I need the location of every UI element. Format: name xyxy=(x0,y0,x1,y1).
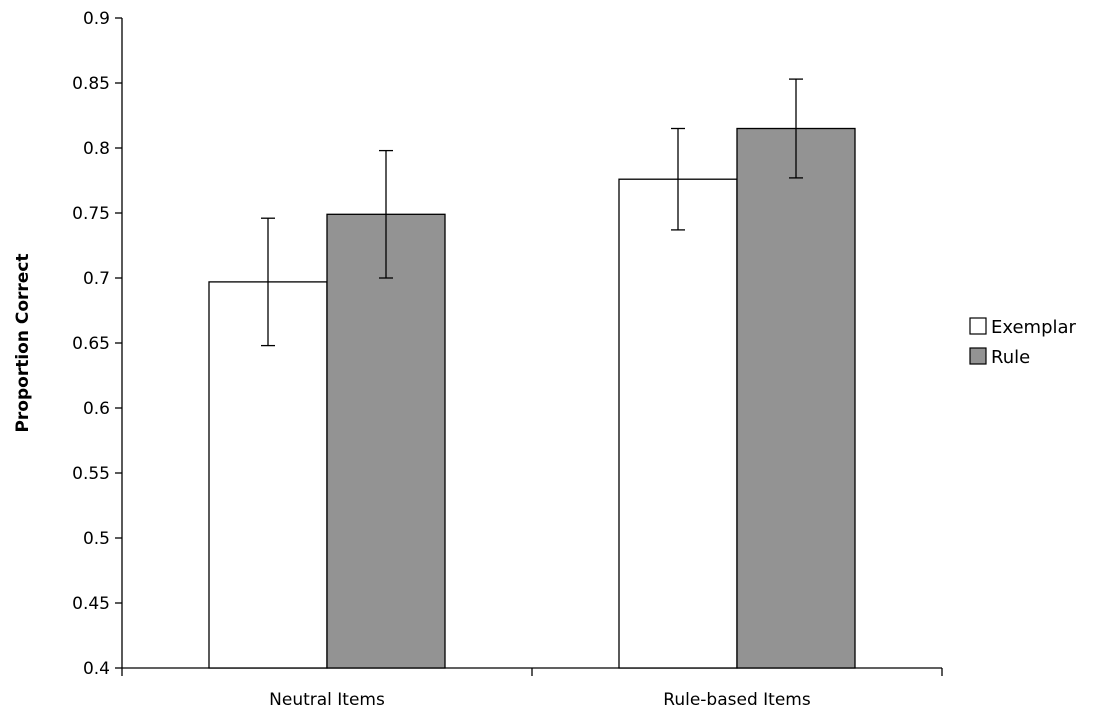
category-labels: Neutral Items Rule-based Items xyxy=(269,690,811,710)
bar-exemplar-1 xyxy=(618,178,738,669)
y-tick-label: 0.45 xyxy=(72,594,110,614)
error-bars xyxy=(261,78,803,347)
y-axis-title: Proportion Correct xyxy=(13,253,33,432)
x-category-label: Neutral Items xyxy=(269,690,385,710)
y-tick-label: 0.7 xyxy=(83,269,110,289)
legend-label-rule: Rule xyxy=(991,347,1030,368)
bar-rule-0 xyxy=(326,213,446,669)
y-tick-label: 0.85 xyxy=(72,74,110,94)
legend-swatch-exemplar xyxy=(969,317,987,335)
y-tick-label: 0.65 xyxy=(72,334,110,354)
y-tick-label: 0.8 xyxy=(83,139,110,159)
y-tick-label: 0.9 xyxy=(83,9,110,29)
y-tick-label: 0.4 xyxy=(83,659,110,679)
legend-swatch-rule xyxy=(969,347,987,365)
x-ticks xyxy=(121,668,943,676)
x-category-label: Rule-based Items xyxy=(663,690,811,710)
legend-label-exemplar: Exemplar xyxy=(991,317,1077,338)
y-tick-label: 0.5 xyxy=(83,529,110,549)
y-tick-label: 0.6 xyxy=(83,399,110,419)
bar-rule-1 xyxy=(736,127,856,669)
y-ticks: 0.4 0.45 0.5 0.55 0.6 0.65 0.7 0.75 0.8 0.85 0.9 xyxy=(72,9,122,679)
bars xyxy=(208,127,856,669)
legend: Exemplar Rule xyxy=(969,317,1077,368)
y-tick-label: 0.55 xyxy=(72,464,110,484)
y-tick-label: 0.75 xyxy=(72,204,110,224)
